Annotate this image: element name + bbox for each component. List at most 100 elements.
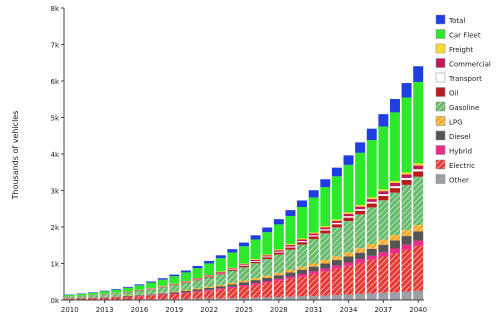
bar-segment-lpg: [401, 230, 412, 237]
bar-segment-hybrid: [157, 294, 168, 295]
bar-segment-electric: [122, 296, 133, 300]
bar-segment-gasoline: [157, 287, 168, 293]
bar-segment-oil: [204, 276, 215, 278]
bar-segment-other: [366, 293, 377, 300]
bar-segment-freight: [320, 226, 331, 228]
bar-segment-hybrid: [227, 286, 238, 288]
bar-segment-diesel: [204, 287, 215, 290]
bar-segment-transport: [239, 265, 249, 266]
legend-item-freight: Freight: [435, 43, 473, 54]
bar-segment-other: [180, 298, 191, 300]
bar-segment-car-fleet: [146, 282, 157, 288]
legend-item-gasoline: Gasoline: [435, 101, 479, 112]
bar-segment-total: [273, 219, 284, 225]
bar-segment-lpg: [157, 292, 168, 294]
bar-segment-lpg: [285, 269, 296, 273]
bar-stack-2029: [285, 210, 296, 300]
bar-segment-gasoline: [111, 293, 122, 297]
bar-segment-diesel: [239, 282, 249, 285]
bar-segment-total: [239, 242, 249, 247]
bar-segment-electric: [389, 253, 400, 293]
bar-segment-total: [99, 290, 110, 292]
bar-segment-car-fleet: [355, 152, 366, 206]
bar-segment-gasoline: [331, 227, 342, 257]
bar-stack-2038: [389, 98, 400, 300]
bar-segment-car-fleet: [413, 81, 424, 164]
bar-segment-hybrid: [180, 292, 191, 294]
bar-segment-hybrid: [378, 252, 389, 257]
bar-segment-freight: [239, 263, 249, 265]
x-tick-label: 2016: [131, 306, 149, 314]
bar-segment-commercial: [239, 264, 249, 266]
bar-segment-gasoline: [297, 244, 308, 267]
bar-segment-diesel: [157, 293, 168, 295]
bar-segment-transport: [389, 186, 400, 189]
bar-stack-2031: [308, 190, 319, 300]
bar-segment-diesel: [378, 244, 389, 253]
bar-segment-commercial: [389, 182, 400, 187]
bar-segment-diesel: [169, 292, 180, 294]
bar-segment-lpg: [134, 294, 145, 296]
bar-segment-hybrid: [169, 293, 180, 295]
bar-segment-gasoline: [99, 294, 110, 297]
bar-segment-transport: [285, 246, 296, 248]
legend-label: Transport: [448, 75, 482, 83]
legend-label: LPG: [449, 119, 463, 127]
plot-area: [64, 66, 424, 301]
bar-segment-hybrid: [262, 281, 273, 283]
x-tick-label: 2019: [165, 306, 183, 314]
bar-segment-hybrid: [297, 274, 308, 277]
bar-segment-electric: [157, 294, 168, 300]
bar-segment-hybrid: [401, 244, 412, 250]
bar-segment-other: [331, 295, 342, 300]
bar-segment-oil: [180, 282, 191, 283]
bar-segment-transport: [273, 251, 284, 253]
bar-segment-total: [285, 210, 296, 216]
legend-swatch: [435, 72, 446, 83]
bar-segment-hybrid: [273, 278, 284, 281]
legend-label: Freight: [449, 46, 473, 54]
legend-label: Other: [449, 177, 469, 185]
bar-stack-2020: [180, 270, 191, 300]
bar-segment-hybrid: [320, 268, 331, 272]
legend-item-oil: Oil: [435, 87, 458, 98]
bar-segment-hybrid: [413, 240, 424, 246]
bar-segment-total: [157, 278, 168, 280]
y-tick-label: 8k: [50, 5, 59, 13]
x-tick-label: 2034: [340, 306, 358, 314]
bar-segment-other: [355, 293, 366, 300]
legend-item-hybrid: Hybrid: [435, 145, 472, 156]
bar-segment-gasoline: [239, 267, 249, 281]
bar-segment-diesel: [262, 277, 273, 282]
bar-segment-commercial: [227, 268, 238, 270]
bar-segment-lpg: [366, 244, 377, 249]
bar-segment-total: [308, 190, 319, 198]
bar-segment-diesel: [215, 286, 226, 289]
bar-segment-gasoline: [262, 259, 273, 276]
bar-segment-car-fleet: [239, 246, 249, 264]
bar-segment-gasoline: [389, 192, 400, 235]
bar-segment-total: [169, 274, 180, 277]
bar-segment-other: [204, 298, 215, 300]
bar-segment-freight: [378, 189, 389, 192]
legend-swatch: [435, 159, 446, 170]
legend-label: Total: [448, 17, 465, 25]
bar-segment-lpg: [215, 284, 226, 287]
bar-segment-electric: [169, 294, 180, 300]
bar-stack-2016: [134, 284, 145, 300]
bar-segment-gasoline: [215, 274, 226, 285]
bar-segment-transport: [227, 269, 238, 270]
y-axis-label: Thousands of vehicles: [11, 111, 20, 201]
y-tick-label: 0k: [50, 297, 59, 305]
y-tick-label: 7k: [50, 42, 59, 50]
bar-segment-electric: [146, 295, 157, 300]
legend-item-lpg: LPG: [435, 116, 463, 127]
x-tick-label: 2031: [305, 306, 323, 314]
bar-segment-gasoline: [64, 296, 75, 299]
bar-stack-2036: [366, 128, 377, 300]
bar-segment-transport: [331, 222, 342, 225]
bar-stack-2011: [76, 293, 87, 300]
bar-segment-commercial: [331, 220, 342, 223]
bar-stack-2012: [88, 292, 99, 300]
bar-segment-oil: [331, 224, 342, 228]
